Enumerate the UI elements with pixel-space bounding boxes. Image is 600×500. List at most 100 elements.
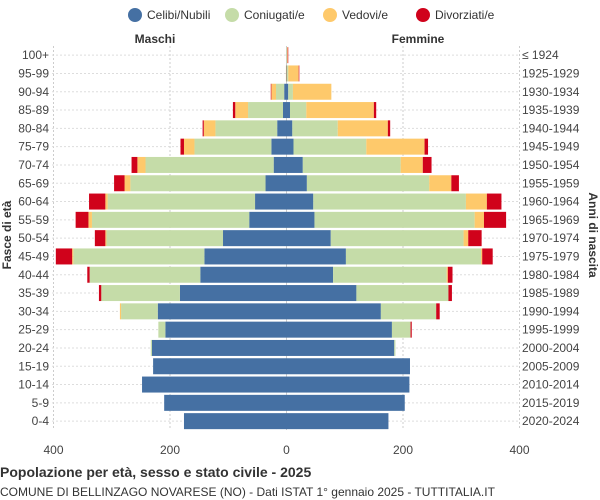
bar-male-celibi — [200, 266, 287, 283]
bar-female-coniugati — [306, 175, 430, 192]
birth-year-label: 1970-1974 — [522, 231, 580, 245]
bar-male-celibi — [165, 321, 287, 338]
bar-male-vedovi — [271, 83, 277, 100]
bar-female-coniugati — [333, 266, 447, 283]
bar-female-divorziati — [436, 303, 440, 320]
bar-male-coniugati — [121, 303, 158, 320]
bar-male-coniugati — [89, 266, 201, 283]
age-group-label: 30-34 — [18, 304, 49, 318]
age-group-label: 75-79 — [18, 140, 49, 154]
right-side-label: Femmine — [392, 32, 445, 46]
bar-female-coniugati — [391, 321, 411, 338]
age-group-label: 25-29 — [18, 323, 49, 337]
legend-swatch-vedovi — [323, 8, 337, 22]
bar-male-divorziati — [180, 138, 184, 155]
bar-male-coniugati — [158, 321, 166, 338]
birth-year-label: 1925-1929 — [522, 66, 580, 80]
bar-female-divorziati — [447, 266, 453, 283]
bar-male-celibi — [164, 394, 287, 411]
bar-female-divorziati — [483, 211, 507, 228]
age-group-label: 100+ — [22, 48, 49, 62]
bar-female-vedovi — [366, 138, 425, 155]
bar-male-celibi — [153, 358, 287, 375]
bar-female-vedovi — [429, 175, 452, 192]
birth-year-label: 1940-1944 — [522, 121, 580, 135]
bars — [55, 47, 507, 430]
bar-male-celibi — [223, 230, 287, 247]
bar-female-vedovi — [465, 193, 487, 210]
bar-male-vedovi — [72, 248, 74, 265]
age-group-label: 40-44 — [18, 268, 49, 282]
bar-male-celibi — [284, 83, 287, 100]
bar-female-divorziati — [287, 47, 289, 64]
legend-label-coniugati: Coniugati/e — [244, 8, 305, 22]
y-axis-title-left: Fasce di età — [0, 200, 14, 269]
age-group-label: 45-49 — [18, 249, 49, 263]
bar-female-divorziati — [387, 120, 391, 137]
birth-year-label: 1990-1994 — [522, 304, 580, 318]
bar-male-vedovi — [235, 102, 249, 119]
bar-female-coniugati — [302, 156, 401, 173]
legend-label-vedovi: Vedovi/e — [342, 8, 388, 22]
bar-female-celibi — [286, 321, 392, 338]
birth-year-label: 1955-1959 — [522, 176, 580, 190]
bar-female-coniugati — [293, 138, 367, 155]
bar-male-celibi — [283, 102, 287, 119]
bar-male-coniugati — [107, 193, 256, 210]
bar-female-coniugati — [330, 230, 464, 247]
legend-swatch-divorziati — [416, 8, 430, 22]
bar-female-coniugati — [288, 83, 293, 100]
birth-year-label: 1980-1984 — [522, 268, 580, 282]
bar-male-coniugati — [215, 120, 278, 137]
x-tick-label: 0 — [283, 443, 290, 457]
bar-male-celibi — [151, 339, 287, 356]
bar-male-coniugati — [101, 285, 180, 302]
bar-female-celibi — [286, 102, 290, 119]
bar-male-celibi — [183, 413, 287, 430]
bar-male-coniugati — [145, 156, 274, 173]
bar-male-divorziati — [131, 156, 138, 173]
bar-male-divorziati — [75, 211, 89, 228]
age-group-label: 20-24 — [18, 341, 49, 355]
bar-male-coniugati — [194, 138, 272, 155]
bar-female-vedovi — [306, 102, 374, 119]
bar-female-vedovi — [287, 47, 288, 64]
bar-female-celibi — [286, 303, 381, 320]
x-tick-label: 400 — [43, 443, 63, 457]
bar-female-celibi — [286, 120, 293, 137]
bar-female-celibi — [286, 230, 331, 247]
age-group-label: 55-59 — [18, 213, 49, 227]
age-group-label: 60-64 — [18, 195, 49, 209]
bar-female-vedovi — [446, 266, 448, 283]
bar-male-divorziati — [55, 248, 73, 265]
bar-female-coniugati — [313, 193, 466, 210]
bar-male-coniugati — [73, 248, 205, 265]
bar-male-divorziati — [94, 230, 106, 247]
bar-female-divorziati — [298, 65, 300, 82]
bar-male-divorziati — [87, 266, 90, 283]
birth-year-label: 2015-2019 — [522, 396, 580, 410]
bar-female-divorziati — [486, 193, 502, 210]
bar-female-celibi — [286, 413, 389, 430]
bar-female-vedovi — [292, 83, 332, 100]
age-group-label: 95-99 — [18, 66, 49, 80]
birth-year-label: 1995-1999 — [522, 323, 580, 337]
bar-female-celibi — [286, 358, 410, 375]
bar-male-divorziati — [89, 193, 106, 210]
x-tick-label: 200 — [393, 443, 413, 457]
bar-male-vedovi — [119, 303, 122, 320]
legend-label-celibi: Celibi/Nubili — [147, 8, 210, 22]
x-tick-label: 400 — [509, 443, 529, 457]
age-group-label: 0-4 — [32, 414, 50, 428]
bar-female-coniugati — [287, 65, 289, 82]
bar-male-divorziati — [232, 102, 236, 119]
y-axis-title-right: Anni di nascita — [586, 192, 600, 278]
bar-female-celibi — [286, 266, 334, 283]
bar-female-divorziati — [448, 285, 452, 302]
birth-year-label: 1960-1964 — [522, 195, 580, 209]
bar-female-celibi — [286, 175, 307, 192]
bar-male-divorziati — [114, 175, 125, 192]
age-group-label: 65-69 — [18, 176, 49, 190]
bar-female-divorziati — [373, 102, 377, 119]
chart-title: Popolazione per età, sesso e stato civil… — [0, 464, 311, 480]
